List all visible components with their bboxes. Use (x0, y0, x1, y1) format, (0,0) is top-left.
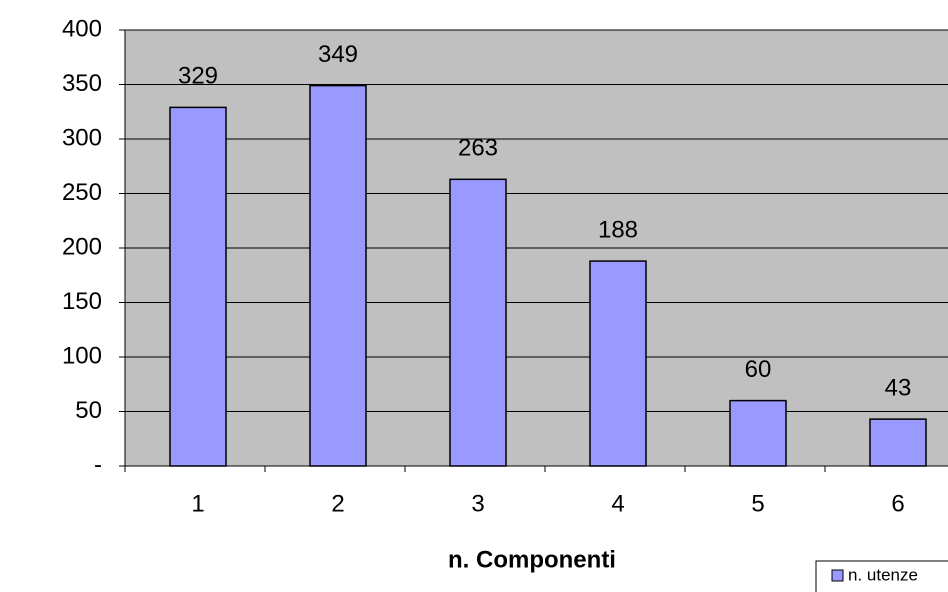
legend: n. utenze (815, 560, 948, 592)
bar-2 (309, 84, 367, 467)
labels-group: - 50 100 150 200 250 300 350 400 329 1 349 2 263 3 188 4… (62, 15, 911, 517)
legend-label: n. utenze (848, 565, 918, 584)
data-label: 329 (178, 63, 218, 90)
y-tick-label: 200 (62, 233, 102, 260)
bar-1 (169, 106, 227, 467)
y-tick-label: 350 (62, 70, 102, 97)
legend-swatch (831, 569, 844, 582)
y-tick-label: - (94, 451, 102, 478)
x-tick-label: 5 (751, 490, 764, 517)
y-tick-label: 150 (62, 288, 102, 315)
y-tick-label: 300 (62, 124, 102, 151)
bar-6 (869, 418, 927, 467)
bar-4 (589, 260, 647, 467)
x-axis-title: n. Componenti (448, 546, 616, 573)
y-tick-label: 100 (62, 342, 102, 369)
data-label: 60 (745, 356, 772, 383)
y-tick-label: 250 (62, 179, 102, 206)
y-tick-label: 400 (62, 15, 102, 42)
bar-5 (729, 399, 787, 467)
bar-3 (449, 178, 507, 467)
data-label: 349 (318, 41, 358, 68)
y-tick-label: 50 (75, 397, 102, 424)
data-label: 43 (885, 374, 912, 401)
x-tick-label: 6 (891, 490, 904, 517)
data-label: 263 (458, 135, 498, 162)
bars-group (169, 84, 927, 467)
x-tick-label: 4 (611, 490, 624, 517)
x-tick-label: 1 (191, 490, 204, 517)
data-label: 188 (598, 216, 638, 243)
legend-box (815, 560, 948, 592)
plot-area (119, 29, 948, 472)
x-tick-label: 3 (471, 490, 484, 517)
x-tick-label: 2 (331, 490, 344, 517)
